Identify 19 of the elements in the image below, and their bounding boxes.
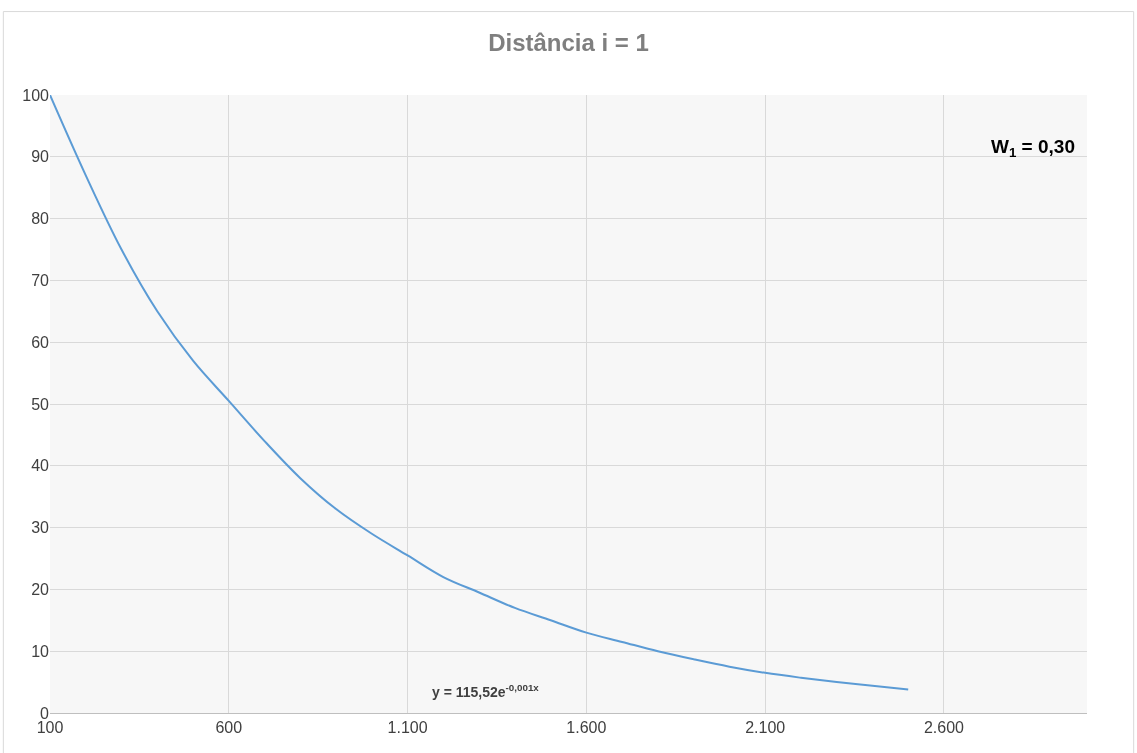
y-tick-label: 100 <box>22 86 50 104</box>
y-tick-label: 50 <box>31 395 50 413</box>
y-tick-label: 20 <box>31 581 50 598</box>
y-tick-label: 30 <box>31 519 50 537</box>
y-tick-label: 70 <box>31 272 50 289</box>
x-tick-label: 600 <box>215 719 243 737</box>
y-tick-label: 60 <box>31 333 50 351</box>
y-tick-label: 90 <box>31 148 50 166</box>
annotation: W$_{1}$ = 0,30 <box>991 136 1075 160</box>
y-tick-label: 0 <box>40 704 50 722</box>
y-tick-label: 80 <box>31 210 50 228</box>
x-tick-label: 2.100 <box>745 719 786 737</box>
x-tick-label: 1.100 <box>387 719 428 737</box>
annotation: y = 115,52e$^{-0,001x}$ <box>432 682 540 700</box>
y-tick-label: 40 <box>31 457 50 475</box>
x-tick-label: 1.600 <box>566 719 607 737</box>
chart-title: Distância i = 1 <box>488 28 649 56</box>
y-tick-label: 10 <box>31 642 50 660</box>
x-tick-label: 2.600 <box>923 719 965 737</box>
